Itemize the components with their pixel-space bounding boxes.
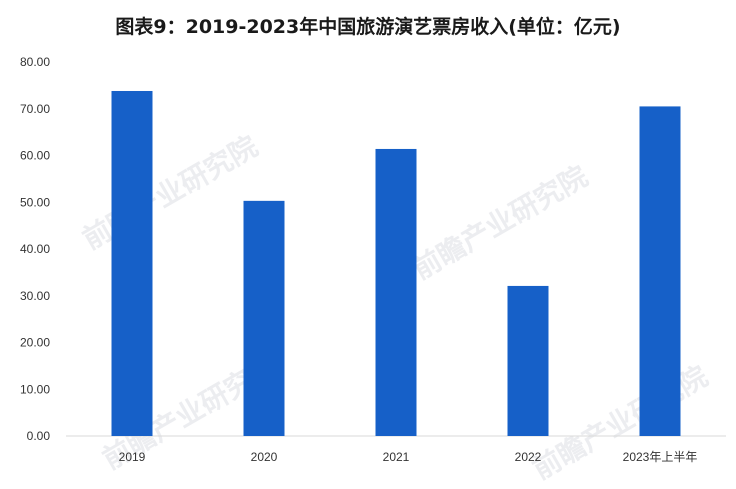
x-tick-label: 2022 bbox=[515, 450, 542, 464]
y-tick-label: 50.00 bbox=[20, 195, 50, 209]
bar-2020 bbox=[243, 200, 285, 436]
x-tick-label: 2021 bbox=[383, 450, 410, 464]
svg-text:前瞻产业研究院: 前瞻产业研究院 bbox=[527, 359, 713, 486]
y-tick-label: 80.00 bbox=[20, 55, 50, 69]
y-tick-label: 60.00 bbox=[20, 149, 50, 163]
bar-2023年上半年 bbox=[639, 106, 681, 436]
y-tick-label: 10.00 bbox=[20, 382, 50, 396]
bars-group bbox=[111, 90, 681, 437]
svg-text:前瞻产业研究院: 前瞻产业研究院 bbox=[77, 129, 263, 256]
svg-text:前瞻产业研究院: 前瞻产业研究院 bbox=[407, 159, 593, 286]
x-tick-label: 2019 bbox=[119, 450, 146, 464]
y-tick-label: 30.00 bbox=[20, 289, 50, 303]
bar-2019 bbox=[111, 90, 153, 437]
x-tick-label: 2020 bbox=[251, 450, 278, 464]
chart-title: 图表9：2019-2023年中国旅游演艺票房收入(单位：亿元) bbox=[115, 16, 621, 38]
bar-2022 bbox=[507, 285, 549, 436]
y-tick-label: 0.00 bbox=[27, 429, 51, 443]
y-tick-label: 20.00 bbox=[20, 336, 50, 350]
y-tick-label: 40.00 bbox=[20, 242, 50, 256]
y-axis: 0.00 10.00 20.00 30.00 40.00 50.00 60.00 70.00 8… bbox=[20, 55, 50, 443]
x-axis: 2019 2020 2021 2022 2023年上半年 bbox=[119, 450, 698, 464]
bar-2021 bbox=[375, 148, 417, 436]
x-tick-label: 2023年上半年 bbox=[623, 450, 698, 464]
y-tick-label: 70.00 bbox=[20, 102, 50, 116]
